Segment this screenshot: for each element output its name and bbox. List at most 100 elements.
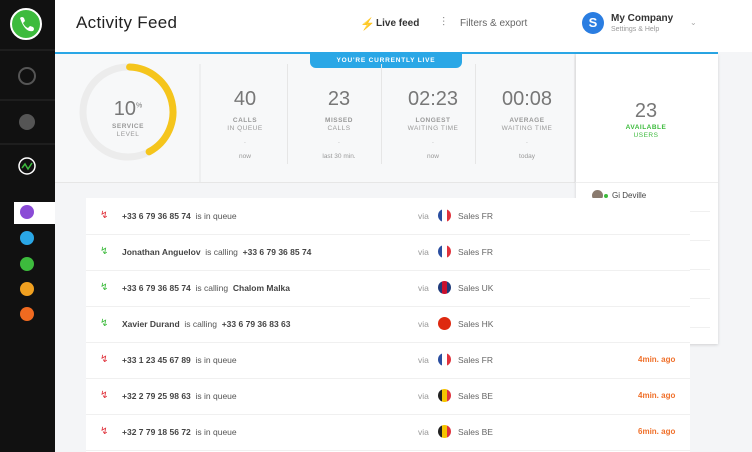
caller: +33 1 23 45 67 89: [122, 355, 191, 365]
available-value: 23: [634, 100, 658, 122]
flag-stripe: [438, 245, 443, 258]
service-label: LEVEL: [116, 131, 140, 138]
stat-label: CALLS: [232, 117, 258, 124]
stat-value: 23: [327, 88, 351, 110]
flag: [438, 209, 451, 222]
flag: [438, 317, 451, 330]
header: [55, 0, 752, 52]
stat-value: 40: [233, 88, 257, 110]
stat-value: 02:23: [407, 88, 459, 110]
feed-row[interactable]: ↯ +33 1 23 45 67 89 is in queue via Sales …: [86, 342, 690, 379]
app-icon[interactable]: [20, 231, 34, 245]
user-avatar[interactable]: [592, 190, 603, 201]
live-banner: YOU'RE CURRENTLY LIVE: [310, 54, 462, 68]
time: 4min. ago: [638, 391, 676, 400]
stat-dots: ·: [525, 139, 529, 146]
callee: +33 6 79 36 83 63: [221, 319, 291, 329]
group: Sales FR: [458, 355, 493, 365]
action: is in queue: [195, 427, 237, 437]
time: 6min. ago: [638, 427, 676, 436]
feed-row[interactable]: ↯ +33 6 79 36 85 74 is calling Chalom Mal…: [86, 270, 690, 307]
call-icon: ↯: [100, 210, 109, 221]
app-icon[interactable]: [20, 205, 34, 219]
stat-period: last 30 min.: [322, 153, 356, 160]
flag-stripe: [446, 209, 451, 222]
group: Sales UK: [458, 283, 494, 293]
flag-stripe: [442, 245, 447, 258]
service-unit: %: [136, 102, 143, 110]
company-avatar[interactable]: S: [582, 12, 604, 34]
stat-value: 00:08: [501, 88, 553, 110]
action: is in queue: [195, 355, 237, 365]
stat-label: LONGEST: [415, 117, 451, 124]
flag: [438, 389, 451, 402]
stat-dots: ·: [243, 139, 247, 146]
dropdown-caret[interactable]: ⌄: [690, 18, 697, 27]
call-text: +33 1 23 45 67 89 is in queue: [122, 355, 241, 365]
flag-stripe: [442, 389, 447, 402]
stats-panel: [55, 54, 575, 183]
stat-label: MISSED: [325, 117, 353, 124]
call-icon: ↯: [100, 318, 109, 329]
caller: +32 7 79 18 56 72: [122, 427, 191, 437]
flag-stripe: [438, 353, 443, 366]
flag: [438, 425, 451, 438]
action: is in queue: [195, 211, 237, 221]
stat-dots: ·: [337, 139, 341, 146]
flag-stripe: [446, 389, 451, 402]
flag-stripe: [446, 353, 451, 366]
stat-label: WAITING TIME: [407, 125, 459, 132]
bolt-icon: ⚡: [360, 17, 375, 31]
available-label: AVAILABLE: [625, 124, 667, 131]
feed: ↯ +33 6 79 36 85 74 is in queue via Sales …: [86, 198, 690, 452]
flag-stripe: [446, 281, 451, 294]
stat-label: WAITING TIME: [501, 125, 553, 132]
contacts-icon[interactable]: [19, 114, 35, 130]
action: is calling: [195, 283, 229, 293]
nav-live[interactable]: Live feed: [376, 18, 420, 29]
app-icon[interactable]: [20, 282, 34, 296]
app-icon[interactable]: [20, 257, 34, 271]
company-name[interactable]: My Company: [611, 13, 674, 24]
caller: Xavier Durand: [122, 319, 180, 329]
flag-stripe: [442, 353, 447, 366]
caller: +33 6 79 36 85 74: [122, 283, 191, 293]
feed-row[interactable]: ↯ Jonathan Anguelov is calling +33 6 79 3…: [86, 234, 690, 271]
call-icon: ↯: [100, 246, 109, 257]
call-icon: ↯: [100, 426, 109, 437]
flag: [438, 281, 451, 294]
call-text: +32 2 79 25 98 63 is in queue: [122, 391, 241, 401]
flag-stripe: [446, 245, 451, 258]
sidebar: [0, 0, 55, 452]
phone-icon: [20, 17, 34, 32]
stat-dots: ·: [431, 139, 435, 146]
call-icon: ↯: [100, 390, 109, 401]
divider: [287, 64, 288, 164]
flag-stripe: [446, 425, 451, 438]
nav-filters[interactable]: Filters & export: [460, 18, 528, 29]
caller: +33 6 79 36 85 74: [122, 211, 191, 221]
flag-stripe: [438, 209, 443, 222]
user-name[interactable]: Gi Deville: [612, 191, 647, 200]
via: via: [418, 355, 429, 365]
feed-row[interactable]: ↯ +32 7 79 18 56 72 is in queue via Sales …: [86, 414, 690, 451]
feed-row[interactable]: ↯ +33 6 79 36 85 74 is in queue via Sales …: [86, 198, 690, 235]
stat-label: AVERAGE: [509, 117, 545, 124]
app-icon[interactable]: [20, 307, 34, 321]
activity-icon[interactable]: [18, 157, 36, 175]
callee: +33 6 79 36 85 74: [242, 247, 312, 257]
service-level: 10%: [83, 98, 173, 121]
feed-row[interactable]: ↯ +32 2 79 25 98 63 is in queue via Sales …: [86, 378, 690, 415]
stat-label: CALLS: [327, 125, 351, 132]
flag-stripe: [438, 317, 443, 330]
call-text: +33 6 79 36 85 74 is in queue: [122, 211, 241, 221]
feed-row[interactable]: ↯ Xavier Durand is calling +33 6 79 36 83…: [86, 306, 690, 343]
phone-button[interactable]: [10, 8, 42, 40]
via: via: [418, 211, 429, 221]
history-icon[interactable]: [18, 67, 36, 85]
service-label: SERVICE: [112, 123, 144, 130]
call-icon: ↯: [100, 354, 109, 365]
service-value: 10: [113, 98, 136, 120]
group: Sales BE: [458, 391, 493, 401]
